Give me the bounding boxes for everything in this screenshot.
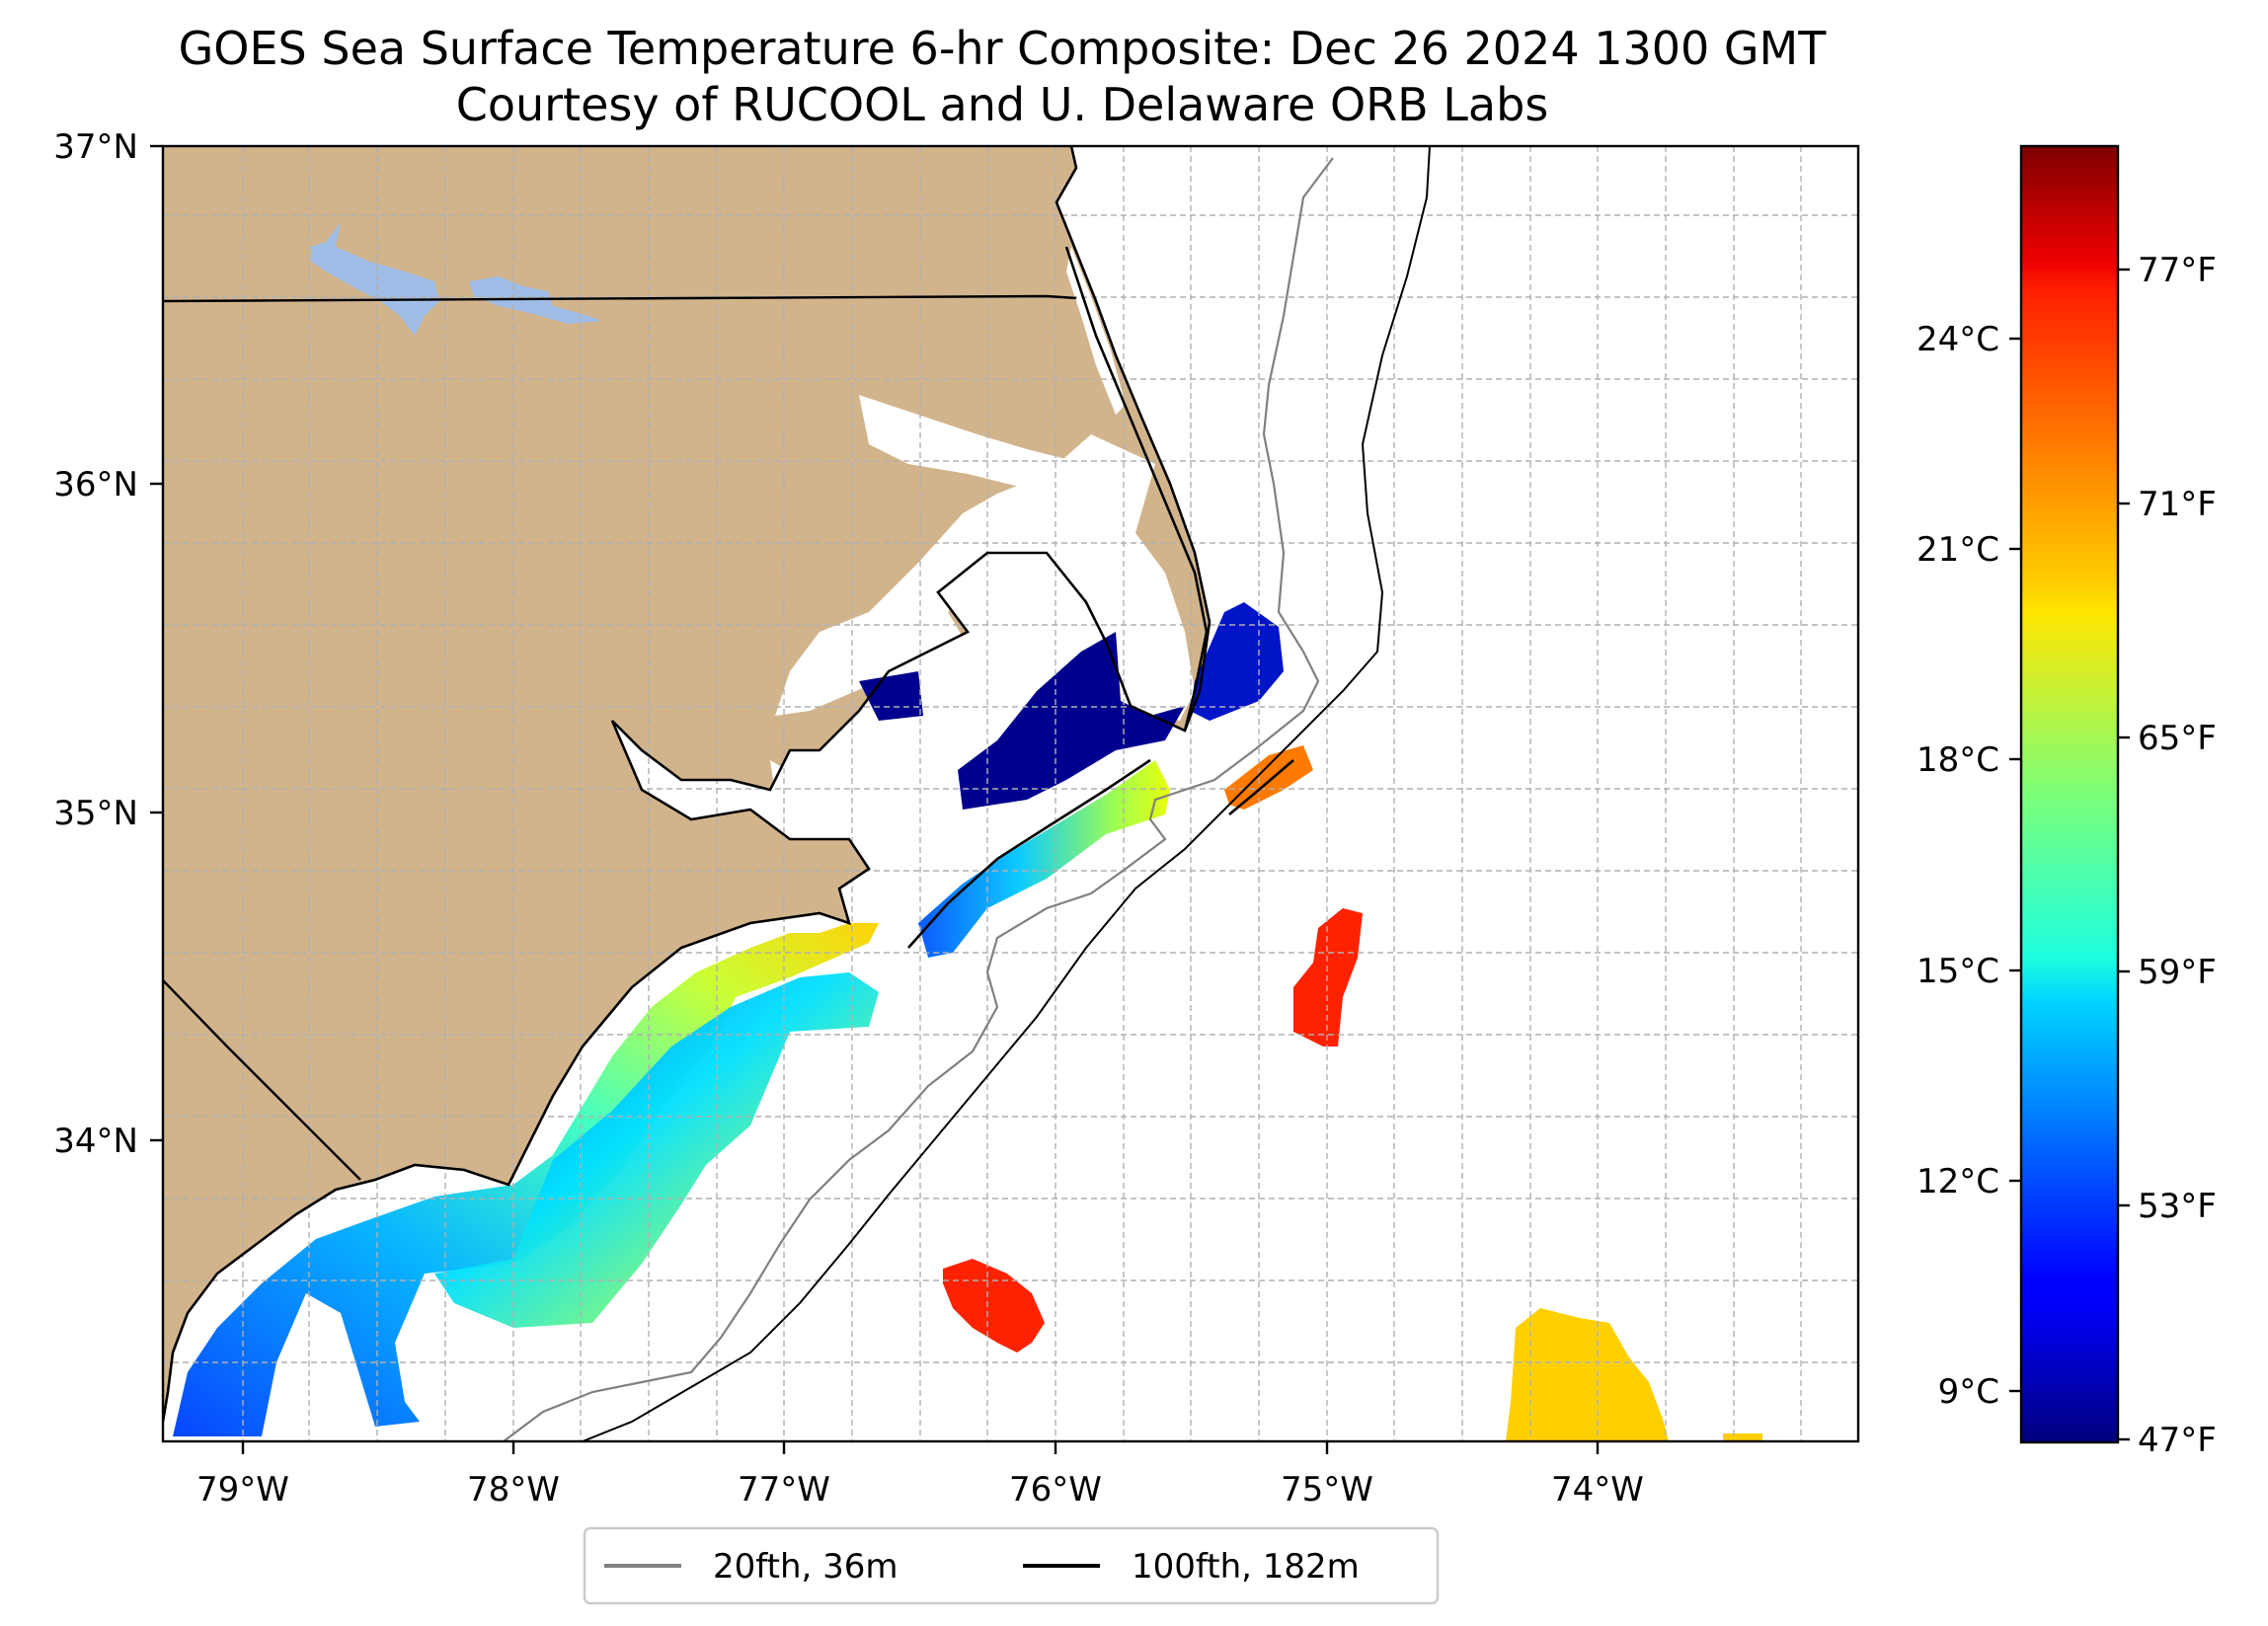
map-frame: [161, 144, 1860, 1443]
colorbar-fahrenheit-77: 77°F: [2138, 251, 2217, 290]
southeast-edge-patch: [1723, 1433, 1762, 1441]
nc-sc-border: [163, 979, 361, 1181]
legend-box: [583, 1526, 1440, 1605]
neuse-river-water: [770, 760, 859, 839]
colorbar-fahrenheit-71: 71°F: [2138, 485, 2217, 524]
lon-axis-labels: 79°W 78°W 77°W 76°W 75°W 74°W: [196, 1470, 1644, 1510]
colorbar-celsius-12: 12°C: [1916, 1162, 1999, 1201]
colorbar-fahrenheit-53: 53°F: [2138, 1187, 2217, 1226]
colorbar-fahrenheit-65: 65°F: [2138, 719, 2217, 758]
lat-label-36: 36°N: [53, 465, 138, 504]
lon-label-79: 79°W: [196, 1470, 289, 1510]
lon-label-75: 75°W: [1281, 1470, 1373, 1510]
albemarle-sound-patch: [859, 671, 923, 721]
lat-label-35: 35°N: [53, 794, 138, 833]
colorbar-fahrenheit-47: 47°F: [2138, 1421, 2217, 1460]
colorbar-celsius-24: 24°C: [1916, 320, 1999, 359]
colorbar-fahrenheit-ticks: [2118, 268, 2130, 1441]
legend: 20fth, 36m 100fth, 182m: [583, 1526, 1440, 1605]
title-line-2: Courtesy of RUCOOL and U. Delaware ORB L…: [456, 78, 1549, 131]
lon-label-78: 78°W: [467, 1470, 560, 1510]
colorbar-celsius-ticks: [2009, 337, 2021, 1393]
lon-label-74: 74°W: [1551, 1470, 1644, 1510]
colorbar-gradient: [2019, 144, 2120, 1444]
coastline: [163, 146, 1212, 1423]
gridlines: [163, 146, 1858, 1441]
kerr-lake: [311, 222, 439, 336]
cape-lookout-patch: [918, 760, 1170, 958]
outer-banks-barrier: [1064, 246, 1209, 732]
lat-label-37: 37°N: [53, 127, 138, 167]
title-line-1: GOES Sea Surface Temperature 6-hr Compos…: [179, 22, 1828, 75]
map-panel: [163, 146, 1858, 1441]
colorbar-celsius-21: 21°C: [1916, 530, 1999, 570]
isobath-100fth: [582, 146, 1431, 1441]
lon-label-76: 76°W: [1009, 1470, 1102, 1510]
offshore-warm-patch-east: [1293, 908, 1363, 1046]
offshore-warm-patch-south: [943, 1259, 1045, 1353]
lat-label-34: 34°N: [53, 1122, 138, 1161]
colorbar: 9°C 12°C 15°C 18°C 21°C 24°C 47°F 53°F 5…: [1916, 144, 2217, 1460]
colorbar-celsius-15: 15°C: [1916, 952, 1999, 991]
southeast-patch: [1506, 1308, 1669, 1441]
colorbar-celsius-9: 9°C: [1938, 1372, 1999, 1412]
lon-label-77: 77°W: [738, 1470, 830, 1510]
legend-label-20fth: 20fth, 36m: [713, 1547, 899, 1587]
pamlico-sound-patch: [958, 632, 1185, 810]
lat-axis: [150, 144, 163, 1142]
isobath-20fth: [503, 157, 1334, 1441]
legend-label-100fth: 100fth, 182m: [1132, 1547, 1360, 1587]
lon-axis: [241, 1441, 1600, 1454]
onslow-bay-patch: [434, 972, 879, 1328]
nc-va-border: [163, 294, 1077, 303]
hatteras-cape-line: [1228, 759, 1294, 815]
cape-lookout-barrier: [907, 758, 1151, 949]
colorbar-fahrenheit-59: 59°F: [2138, 953, 2217, 992]
lat-axis-labels: 37°N 36°N 35°N 34°N: [53, 127, 138, 1161]
hatteras-offshore-patch: [1190, 602, 1284, 721]
colorbar-celsius-18: 18°C: [1916, 740, 1999, 780]
